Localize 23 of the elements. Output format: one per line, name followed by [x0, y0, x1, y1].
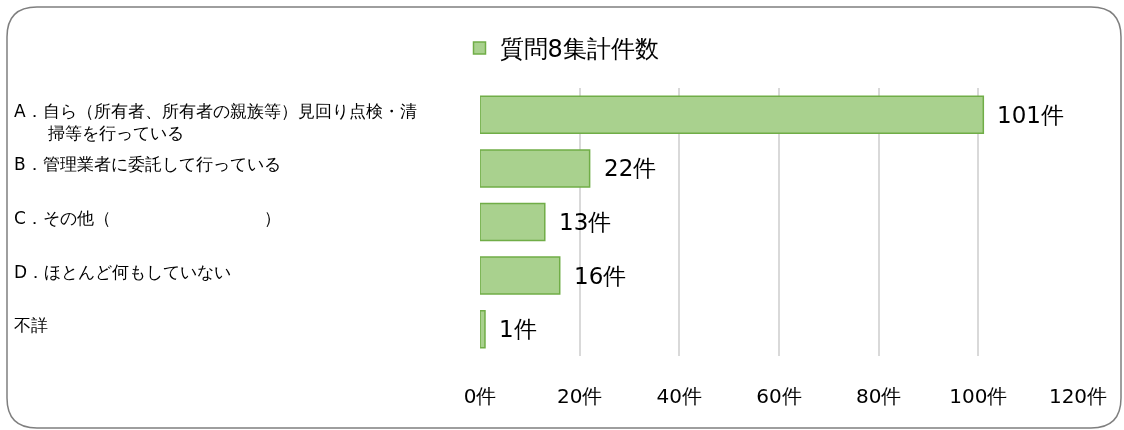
- x-tick-label: 60件: [756, 384, 802, 408]
- y-tick-label: B．管理業者に委託して行っている: [14, 154, 281, 174]
- bar: [480, 256, 561, 295]
- data-label: 22件: [604, 155, 657, 181]
- data-label: 101件: [997, 102, 1064, 128]
- x-tick-label: 0件: [463, 384, 497, 408]
- bar: [480, 149, 591, 188]
- legend-label: 質問8集計件数: [499, 35, 659, 64]
- data-label: 1件: [499, 316, 537, 342]
- x-tick-label: 80件: [855, 384, 902, 408]
- y-tick-label: A．自ら（所有者、所有者の親族等）見回り点検・清掃等を行っている: [14, 101, 417, 144]
- x-tick-label: 40件: [656, 384, 703, 408]
- bar: [480, 95, 985, 135]
- bar: [480, 309, 486, 349]
- data-label: 16件: [574, 263, 627, 289]
- bar: [480, 202, 546, 242]
- data-label: 13件: [559, 209, 612, 235]
- x-tick-label: 100件: [949, 384, 1008, 408]
- x-tick-label: 120件: [1048, 384, 1108, 408]
- y-tick-label: D．ほとんど何もしていない: [14, 262, 232, 282]
- x-tick-label: 20件: [556, 384, 603, 408]
- y-tick-label: C．その他（ ）: [14, 208, 281, 228]
- y-tick-label: 不詳: [14, 315, 48, 335]
